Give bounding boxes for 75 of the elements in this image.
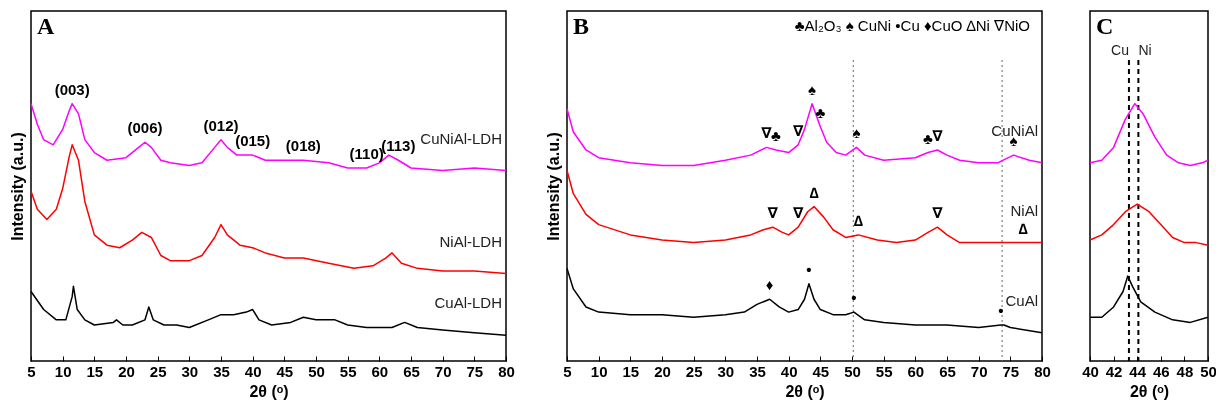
- annotation: ∇: [792, 121, 804, 139]
- x-tick-label: 15: [622, 362, 640, 380]
- annotation: ∆: [853, 211, 863, 229]
- series-label: NiAl: [1010, 201, 1038, 219]
- x-tick-label: 48: [1176, 362, 1194, 380]
- x-tick-label: 60: [907, 362, 925, 380]
- annotation: ∇: [761, 124, 773, 142]
- x-tick-label: 10: [590, 362, 608, 380]
- annotation: ♦: [765, 276, 774, 294]
- ref-line-label: Cu: [1111, 42, 1129, 58]
- x-tick-label: 75: [1002, 362, 1020, 380]
- x-tick-label: 75: [466, 362, 484, 380]
- x-tick-label: 45: [276, 362, 294, 380]
- x-axis-title: 2θ (ᵒ): [1129, 382, 1170, 400]
- x-tick-label: 20: [654, 362, 671, 380]
- x-tick-label: 80: [498, 362, 515, 380]
- x-tick-label: 10: [54, 362, 72, 380]
- x-tick-label: 70: [434, 362, 452, 380]
- x-tick-label: 30: [717, 362, 735, 380]
- annotation: •: [806, 260, 812, 278]
- x-tick-label: 55: [339, 362, 357, 380]
- x-tick-label: 5: [27, 362, 36, 380]
- annotation: ∇: [767, 204, 779, 222]
- annotation: (003): [54, 80, 90, 98]
- x-tick-label: 50: [844, 362, 861, 380]
- x-tick-label: 40: [780, 362, 798, 380]
- annotation: ∆: [809, 183, 819, 201]
- x-tick-label: 35: [213, 362, 230, 380]
- x-tick-label: 40: [1082, 362, 1099, 380]
- annotation: ∇: [932, 204, 944, 222]
- x-tick-label: 46: [1152, 362, 1170, 380]
- x-tick-label: 55: [875, 362, 893, 380]
- y-axis-title: Intensity (a.u.): [8, 132, 26, 241]
- x-tick-label: 60: [371, 362, 389, 380]
- ref-line-label: Ni: [1138, 42, 1152, 58]
- annotation: ♠: [808, 80, 817, 98]
- text: ♣Al₂O₃ ♠ CuNi •Cu ♦CuO ∆Ni ∇NiO: [794, 17, 1030, 34]
- series-label: CuAl: [1005, 291, 1038, 309]
- series-label: CuNiAl-LDH: [420, 129, 502, 147]
- x-tick-label: 65: [939, 362, 956, 380]
- x-tick-label: 45: [812, 362, 830, 380]
- text: B: [573, 13, 590, 39]
- x-tick-label: 40: [244, 362, 262, 380]
- y-axis-title: Intensity (a.u.): [544, 132, 562, 241]
- x-tick-label: 50: [1200, 362, 1216, 380]
- text: C: [1096, 13, 1114, 39]
- x-tick-label: 5: [563, 362, 572, 380]
- x-tick-label: 30: [181, 362, 199, 380]
- annotation: (006): [127, 119, 163, 137]
- x-tick-label: 42: [1105, 362, 1123, 380]
- text: A: [37, 13, 55, 39]
- series-label: CuAl-LDH: [434, 294, 502, 312]
- annotation: ♠: [852, 124, 861, 142]
- annotation: ♣: [815, 103, 826, 121]
- x-tick-label: 25: [685, 362, 703, 380]
- annotation: ∇: [932, 126, 944, 144]
- annotation: ∆: [1018, 219, 1028, 237]
- x-tick-label: 50: [308, 362, 325, 380]
- series-label: NiAl-LDH: [439, 232, 502, 250]
- annotation: •: [998, 301, 1004, 319]
- x-tick-label: 35: [749, 362, 766, 380]
- x-tick-label: 15: [86, 362, 104, 380]
- x-axis-title: 2θ (ᵒ): [785, 382, 825, 400]
- annotation: (018): [285, 137, 321, 155]
- x-tick-label: 80: [1034, 362, 1051, 380]
- x-tick-label: 65: [403, 362, 420, 380]
- x-axis-title: 2θ (ᵒ): [249, 382, 289, 400]
- annotation: ♣: [771, 126, 782, 144]
- x-tick-label: 20: [118, 362, 135, 380]
- x-tick-label: 70: [970, 362, 988, 380]
- x-tick-label: 44: [1129, 362, 1147, 380]
- x-tick-label: 25: [149, 362, 167, 380]
- annotation: •: [851, 289, 857, 307]
- annotation: (012): [203, 116, 239, 134]
- annotation: ∇: [792, 204, 804, 222]
